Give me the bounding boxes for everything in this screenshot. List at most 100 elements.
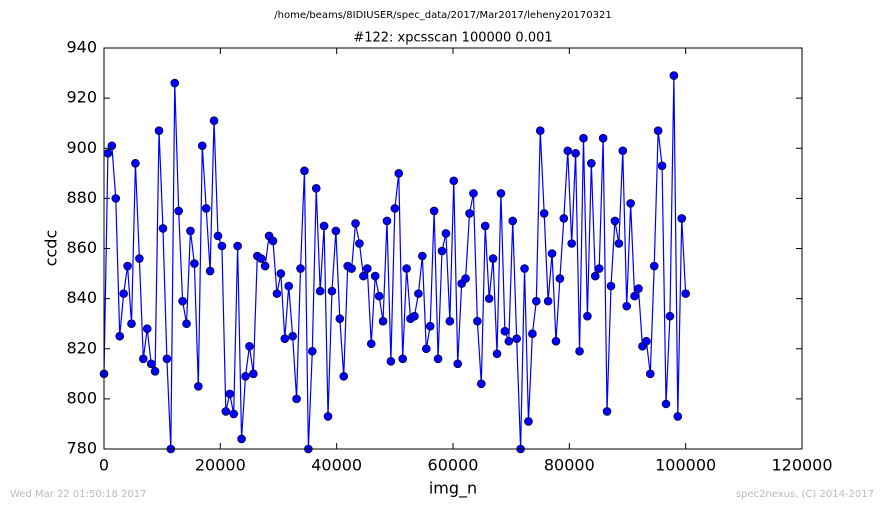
data-point	[366, 339, 376, 349]
data-point	[327, 286, 337, 296]
data-point	[280, 334, 290, 344]
data-point	[335, 314, 345, 323]
data-point	[288, 331, 297, 341]
data-point	[669, 71, 679, 80]
data-point	[418, 251, 427, 261]
data-point	[453, 359, 463, 369]
data-point	[575, 346, 584, 356]
data-point	[103, 148, 113, 158]
data-point	[162, 354, 172, 364]
data-point	[476, 379, 486, 389]
data-point	[645, 369, 655, 379]
data-point	[555, 274, 565, 283]
data-point	[661, 399, 671, 409]
data-point	[186, 226, 195, 236]
y-tick-label: 780	[66, 439, 97, 458]
data-point	[598, 133, 608, 143]
data-point	[331, 226, 341, 236]
data-point	[410, 311, 419, 321]
data-point	[630, 291, 639, 301]
data-point	[622, 301, 632, 311]
y-axis-label: ccdc	[42, 230, 61, 267]
data-point	[500, 326, 510, 336]
data-point	[642, 336, 651, 346]
data-point	[590, 271, 600, 281]
data-point	[241, 372, 250, 381]
data-point	[268, 236, 278, 246]
data-point	[221, 407, 231, 416]
data-point	[543, 296, 553, 306]
data-point	[300, 166, 309, 176]
data-point	[535, 126, 545, 136]
data-point	[649, 261, 659, 271]
data-point	[182, 319, 191, 328]
data-point	[249, 369, 258, 379]
data-point	[606, 281, 616, 291]
data-point	[394, 169, 404, 178]
data-point	[653, 126, 663, 136]
data-point	[146, 359, 156, 369]
y-tick-label: 920	[66, 88, 97, 107]
data-point	[225, 389, 235, 399]
data-point	[296, 264, 305, 273]
data-point	[488, 254, 498, 263]
data-point	[284, 281, 294, 291]
data-point	[260, 261, 270, 271]
data-point	[433, 354, 443, 364]
data-point	[174, 206, 183, 216]
timestamp: Wed Mar 22 01:50:18 2017	[10, 489, 146, 500]
data-point	[359, 271, 368, 281]
data-point	[429, 206, 439, 216]
data-point	[563, 146, 573, 156]
data-point	[469, 189, 478, 198]
data-point	[614, 239, 624, 248]
data-point	[308, 346, 317, 356]
data-point	[217, 241, 227, 251]
data-point	[272, 289, 282, 298]
data-point	[256, 254, 266, 263]
data-point	[587, 158, 596, 168]
data-point	[158, 224, 168, 233]
data-point	[111, 194, 121, 203]
data-point	[579, 133, 588, 143]
y-tick-label: 820	[66, 338, 97, 357]
data-point	[551, 336, 561, 346]
data-point	[107, 141, 117, 151]
data-point	[425, 321, 435, 331]
x-tick-label: 20000	[195, 456, 246, 475]
data-point	[673, 412, 683, 421]
y-tick-label: 940	[66, 38, 97, 57]
x-tick-label: 100000	[655, 456, 716, 475]
y-tick-label: 880	[66, 188, 97, 207]
data-point	[390, 204, 400, 213]
data-point	[445, 316, 455, 326]
y-tick-label: 800	[66, 388, 97, 407]
data-point	[567, 239, 576, 248]
data-point	[571, 148, 580, 158]
data-point	[115, 331, 125, 341]
data-point	[539, 209, 549, 218]
data-point	[414, 289, 423, 298]
data-point	[194, 382, 203, 391]
data-point	[681, 289, 690, 298]
data-point	[351, 219, 360, 228]
y-tick-label: 860	[66, 238, 97, 257]
data-point	[441, 229, 451, 238]
data-point	[209, 116, 219, 125]
data-point	[213, 231, 223, 241]
data-point	[363, 264, 372, 273]
data-point	[512, 334, 521, 344]
data-point	[594, 264, 604, 273]
data-point	[677, 214, 687, 223]
data-point	[504, 336, 514, 346]
data-point	[245, 341, 254, 351]
y-tick-label: 900	[66, 138, 97, 157]
data-point	[237, 434, 246, 444]
data-point	[559, 214, 569, 223]
data-point	[205, 266, 215, 276]
data-point	[197, 141, 207, 151]
data-point	[626, 199, 635, 208]
data-point	[465, 209, 474, 218]
x-tick-label: 60000	[428, 456, 479, 475]
